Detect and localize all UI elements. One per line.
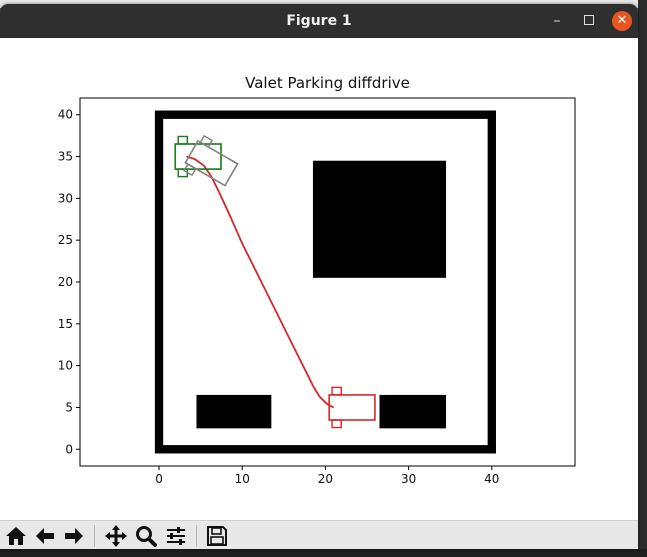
- obstacle-large-block: [312, 160, 447, 278]
- home-icon: [6, 527, 26, 545]
- home-button[interactable]: [4, 524, 28, 548]
- forward-icon: [65, 528, 83, 544]
- start-vehicle-body: [328, 394, 376, 421]
- zoom-button[interactable]: [134, 524, 158, 548]
- maximize-button[interactable]: [580, 12, 598, 30]
- pan-icon: [105, 525, 127, 547]
- x-tick-label: 0: [155, 472, 163, 486]
- save-button[interactable]: [205, 524, 229, 548]
- back-button[interactable]: [33, 524, 57, 548]
- toolbar-separator: [94, 525, 95, 547]
- figure-window: Figure 1 – ✕ Valet Parking diffdrive 0 10 2…: [0, 4, 638, 549]
- y-tick-label: 40: [58, 108, 73, 122]
- background-bottom-strip: [0, 549, 647, 557]
- toolbar-separator: [196, 525, 197, 547]
- x-tick-label: 30: [401, 472, 416, 486]
- figure-canvas[interactable]: Valet Parking diffdrive 0 10 20 30 40 0 5 10 15 20…: [0, 38, 638, 520]
- configure-subplots-icon: [167, 527, 185, 545]
- chart-title: Valet Parking diffdrive: [245, 74, 410, 92]
- obstacle-left-wall: [154, 110, 164, 454]
- y-tick-label: 0: [65, 442, 73, 456]
- current-vehicle-wheel-left: [199, 134, 214, 148]
- trajectory-line: [186, 155, 335, 409]
- start-vehicle-wheel-right: [331, 419, 342, 429]
- y-tick-label: 15: [58, 317, 73, 331]
- close-button[interactable]: ✕: [612, 11, 632, 31]
- pan-button[interactable]: [104, 524, 128, 548]
- y-tick-label: 25: [58, 233, 73, 247]
- titlebar[interactable]: Figure 1 – ✕: [0, 4, 638, 38]
- y-tick-label: 10: [58, 359, 73, 373]
- y-tick-label: 30: [58, 191, 73, 205]
- maximize-icon: [584, 15, 594, 25]
- background-editor-strip: [638, 0, 647, 557]
- current-vehicle: [183, 134, 239, 187]
- forward-button[interactable]: [62, 524, 86, 548]
- goal-vehicle-wheel-right: [177, 168, 189, 178]
- current-vehicle-body: [184, 139, 239, 187]
- axes-frame: [79, 97, 576, 467]
- obstacle-top-wall: [159, 110, 496, 119]
- minimize-button[interactable]: –: [553, 13, 561, 29]
- plot-svg: Valet Parking diffdrive 0 10 20 30 40 0 5 10 15 20…: [58, 74, 576, 486]
- navigation-toolbar: [0, 520, 638, 549]
- x-tick-label: 10: [235, 472, 250, 486]
- goal-vehicle-body: [174, 143, 222, 170]
- obstacle-bottom-right-block: [379, 394, 447, 429]
- window-title: Figure 1: [286, 13, 352, 29]
- start-vehicle-wheel-left: [331, 386, 342, 396]
- back-icon: [36, 528, 54, 544]
- x-tick-label: 20: [318, 472, 333, 486]
- y-tick-label: 35: [58, 150, 73, 164]
- save-icon: [207, 526, 227, 546]
- obstacle-bottom-wall: [159, 445, 496, 454]
- current-vehicle-wheel-right: [183, 163, 197, 177]
- obstacle-bottom-left-block: [196, 394, 272, 429]
- y-tick-label: 20: [58, 275, 73, 289]
- obstacle-right-wall: [487, 110, 496, 454]
- goal-vehicle-wheel-left: [177, 135, 189, 145]
- configure-subplots-button[interactable]: [164, 524, 188, 548]
- x-tick-label: 40: [484, 472, 499, 486]
- start-vehicle: [328, 386, 376, 429]
- y-tick-label: 5: [65, 400, 73, 414]
- zoom-icon: [136, 526, 157, 547]
